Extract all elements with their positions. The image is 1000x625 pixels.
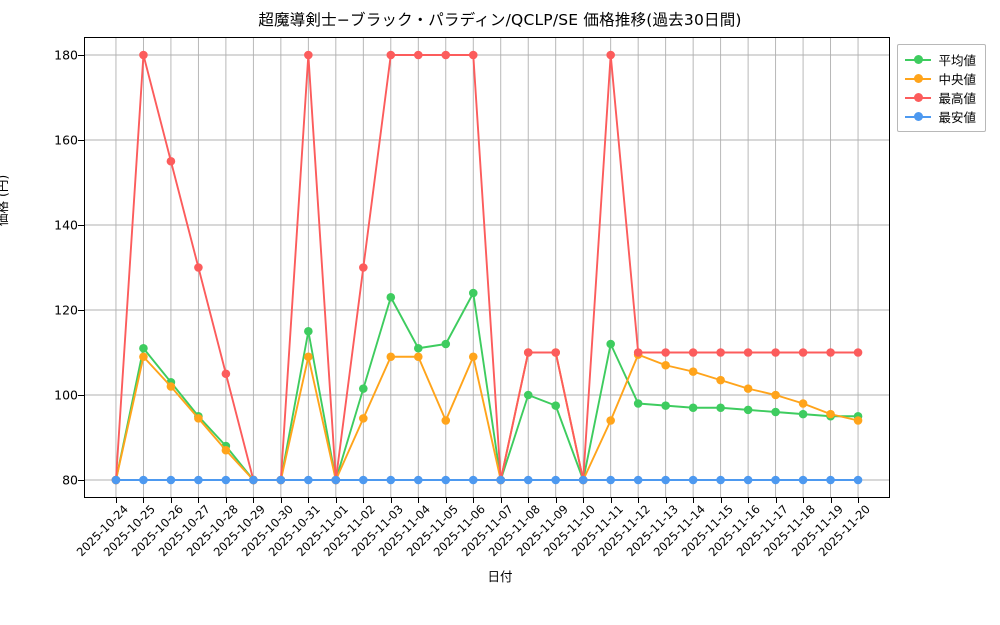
y-tick-mark bbox=[78, 140, 84, 141]
y-tick-label: 180 bbox=[54, 47, 78, 63]
x-tick-mark bbox=[500, 498, 502, 503]
legend-label: 最高値 bbox=[938, 91, 976, 106]
y-tick-label: 100 bbox=[54, 387, 78, 403]
x-tick-mark bbox=[775, 498, 777, 503]
x-tick-mark bbox=[720, 498, 722, 503]
chart-root: 超魔導剣士−ブラック・パラディン/QCLP/SE 価格推移(過去30日間) 価格… bbox=[0, 11, 986, 584]
legend-swatch-icon bbox=[905, 54, 932, 66]
y-tick-mark bbox=[78, 395, 84, 396]
y-tick-mark bbox=[78, 225, 84, 226]
x-tick-mark bbox=[803, 498, 805, 503]
series-3 bbox=[111, 475, 863, 485]
y-axis-label: 価格 (円) bbox=[0, 174, 10, 226]
y-tick-label: 160 bbox=[54, 132, 78, 148]
x-tick-mark bbox=[528, 498, 530, 503]
chart-title: 超魔導剣士−ブラック・パラディン/QCLP/SE 価格推移(過去30日間) bbox=[258, 11, 742, 29]
legend-swatch-icon bbox=[905, 73, 932, 85]
y-tick-label: 120 bbox=[54, 302, 78, 318]
y-tick-mark bbox=[78, 480, 84, 481]
x-tick-mark bbox=[445, 498, 447, 503]
x-tick-mark bbox=[610, 498, 612, 503]
x-tick-mark bbox=[308, 498, 310, 503]
y-tick-mark bbox=[78, 310, 84, 311]
legend-swatch-icon bbox=[905, 111, 932, 123]
x-axis-label: 日付 bbox=[487, 569, 513, 584]
x-tick-mark bbox=[638, 498, 640, 503]
legend-item-1[interactable]: 中央値 bbox=[905, 69, 976, 88]
x-tick-mark bbox=[198, 498, 200, 503]
x-tick-mark bbox=[858, 498, 860, 503]
plot-area bbox=[84, 37, 890, 498]
grid-lines bbox=[85, 38, 889, 497]
legend-item-2[interactable]: 最高値 bbox=[905, 88, 976, 107]
x-tick-mark bbox=[555, 498, 557, 503]
plot-svg bbox=[85, 38, 889, 497]
x-tick-mark bbox=[335, 498, 337, 503]
legend-label: 中央値 bbox=[938, 72, 976, 87]
x-tick-mark bbox=[225, 498, 227, 503]
x-tick-mark bbox=[473, 498, 475, 503]
legend-item-0[interactable]: 平均値 bbox=[905, 50, 976, 69]
y-tick-label: 80 bbox=[62, 472, 78, 488]
y-tick-mark bbox=[78, 55, 84, 56]
legend-label: 平均値 bbox=[938, 53, 976, 68]
y-tick-label: 140 bbox=[54, 217, 78, 233]
x-tick-mark bbox=[583, 498, 585, 503]
y-axis-ticks: 80 100 120 140 160 180 bbox=[28, 37, 78, 498]
x-tick-mark bbox=[170, 498, 172, 503]
x-tick-mark bbox=[363, 498, 365, 503]
legend-item-3[interactable]: 最安値 bbox=[905, 107, 976, 126]
chart-legend: 平均値中央値最高値最安値 bbox=[897, 44, 986, 132]
x-tick-mark bbox=[693, 498, 695, 503]
x-tick-mark bbox=[280, 498, 282, 503]
x-tick-mark bbox=[115, 498, 117, 503]
legend-label: 最安値 bbox=[938, 110, 976, 125]
x-tick-mark bbox=[390, 498, 392, 503]
x-tick-mark bbox=[253, 498, 255, 503]
x-tick-mark bbox=[665, 498, 667, 503]
x-tick-mark bbox=[418, 498, 420, 503]
x-tick-mark bbox=[143, 498, 145, 503]
x-tick-mark bbox=[748, 498, 750, 503]
legend-swatch-icon bbox=[905, 92, 932, 104]
x-tick-mark bbox=[830, 498, 832, 503]
